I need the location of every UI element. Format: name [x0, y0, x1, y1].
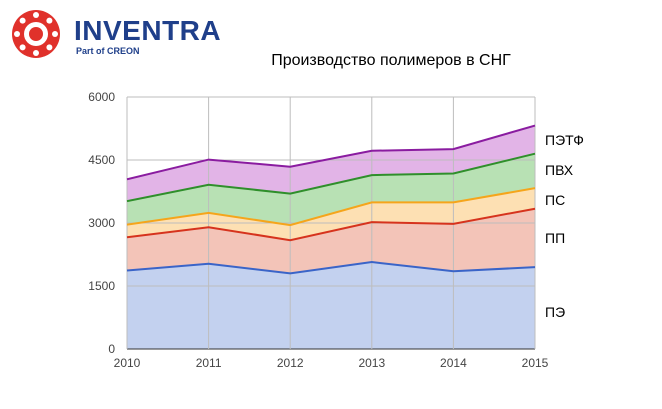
y-tick-label: 1500: [88, 279, 115, 293]
x-tick-label: 2012: [277, 356, 304, 370]
x-tick-label: 2014: [440, 356, 467, 370]
legend-label: ПЭ: [545, 304, 565, 320]
area-ПВХ: [127, 153, 535, 226]
line-ПЭТФ: [126, 124, 536, 181]
chart-title: Производство полимеров в СНГ: [271, 52, 511, 69]
y-tick-label: 6000: [88, 90, 115, 104]
legend-label: ПВХ: [545, 162, 574, 178]
line-ПВХ: [126, 152, 536, 203]
x-tick-label: 2013: [358, 356, 385, 370]
line-ПС: [126, 187, 536, 227]
legend-label: ПС: [545, 192, 565, 208]
x-tick-label: 2015: [522, 356, 549, 370]
line-ПП: [126, 207, 536, 242]
y-tick-label: 4500: [88, 153, 115, 167]
y-tick-label: 3000: [88, 216, 115, 230]
legend-label: ПП: [545, 230, 565, 246]
logo-tagline: Part of CREON: [76, 46, 140, 56]
legend-label: ПЭТФ: [545, 132, 584, 148]
area-ПЭ: [127, 262, 535, 349]
gear-logo-icon: [12, 10, 60, 58]
area-ПЭТФ: [127, 125, 535, 202]
inventra-logo: INVENTRA Part of CREON: [8, 6, 228, 62]
x-tick-label: 2010: [114, 356, 141, 370]
y-tick-label: 0: [108, 342, 115, 356]
area-ПП: [127, 208, 535, 274]
x-tick-label: 2011: [196, 356, 222, 370]
logo-wordmark: INVENTRA: [74, 15, 222, 46]
line-ПЭ: [126, 261, 536, 275]
